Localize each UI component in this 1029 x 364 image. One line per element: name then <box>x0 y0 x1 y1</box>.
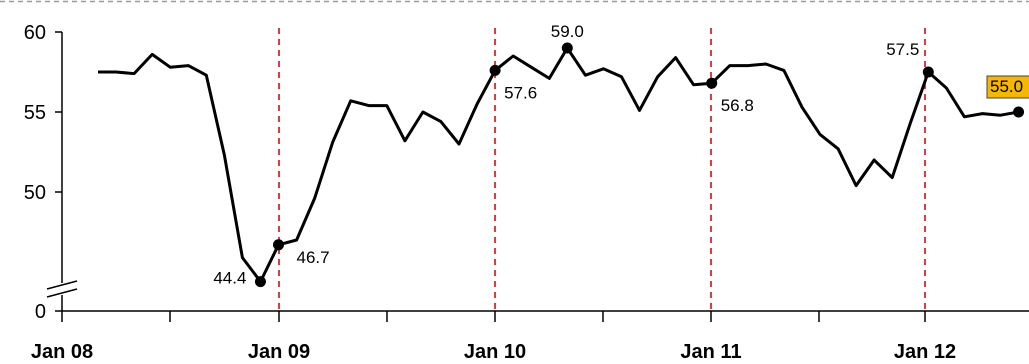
data-label: 59.0 <box>551 22 584 41</box>
data-label: 44.4 <box>213 269 246 288</box>
x-tick-label: Jan 09 <box>248 341 310 363</box>
data-label: 55.0 <box>990 77 1023 96</box>
data-point-marker <box>561 42 573 54</box>
y-tick-label: 60 <box>24 22 46 44</box>
data-point-marker <box>1013 106 1025 118</box>
y-ticks: 0 50 55 60 <box>24 22 62 323</box>
data-point-marker <box>922 66 934 78</box>
data-labels: 44.4 46.7 57.6 59.0 56.8 57.5 55.0 <box>213 22 1029 288</box>
x-tick-label: Jan 10 <box>464 341 526 363</box>
axis-break-mark-upper <box>46 280 78 290</box>
x-tick-label: Jan 12 <box>894 341 956 363</box>
data-label: 57.6 <box>504 83 537 102</box>
axis-break-mark-lower <box>46 288 78 298</box>
highlight-label-box <box>986 75 1029 99</box>
x-ticks: Jan 08 Jan 09 Jan 10 Jan 11 Jan 12 <box>31 311 956 363</box>
data-label: 46.7 <box>297 248 330 267</box>
y-tick-label: 0 <box>35 301 46 323</box>
data-point-marker <box>254 276 266 288</box>
data-markers <box>254 42 1025 288</box>
data-point-marker <box>706 77 718 89</box>
y-tick-label: 55 <box>24 102 46 124</box>
y-tick-label: 50 <box>24 182 46 204</box>
data-label: 56.8 <box>721 96 754 115</box>
x-tick-label: Jan 08 <box>31 341 93 363</box>
series-line <box>98 46 1019 284</box>
data-label: 57.5 <box>886 40 919 59</box>
axes <box>46 32 1029 312</box>
data-point-marker <box>273 239 284 251</box>
x-tick-label: Jan 11 <box>680 341 741 363</box>
data-point-marker <box>489 64 501 76</box>
